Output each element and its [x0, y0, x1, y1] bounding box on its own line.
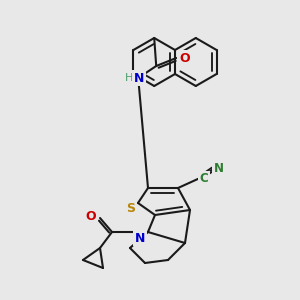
Text: O: O	[179, 52, 190, 64]
Text: C: C	[200, 172, 208, 185]
Text: N: N	[135, 232, 145, 244]
Text: N: N	[214, 163, 224, 176]
Text: S: S	[127, 202, 136, 214]
Text: N: N	[134, 71, 144, 85]
Text: H: H	[125, 73, 134, 83]
Text: O: O	[86, 209, 96, 223]
